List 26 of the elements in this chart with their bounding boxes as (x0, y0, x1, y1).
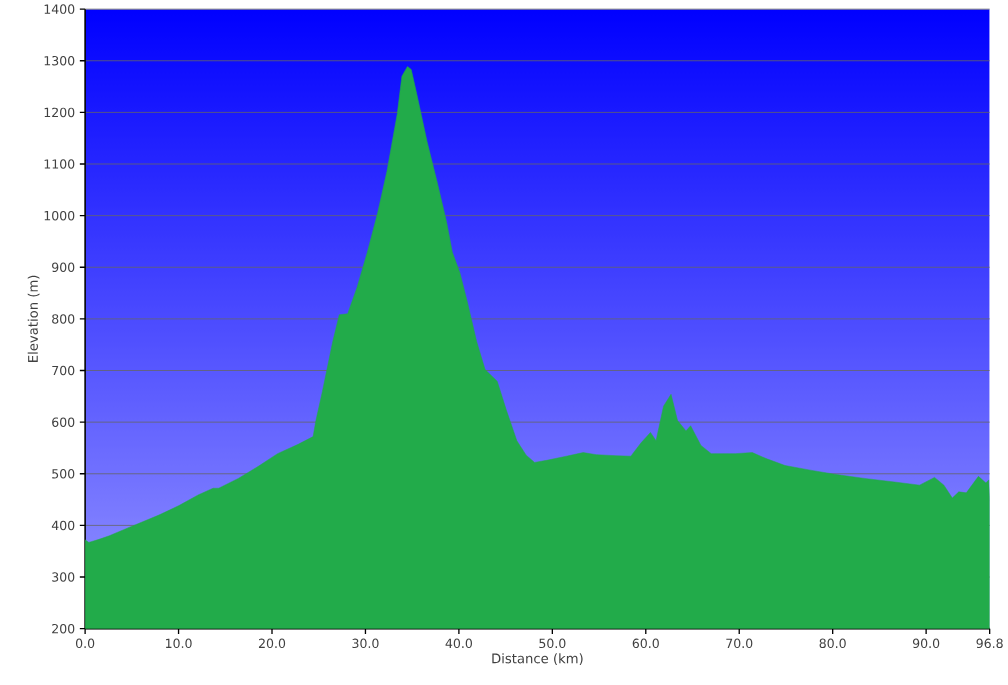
y-tick-label: 1200 (44, 107, 75, 118)
x-tick-label: 80.0 (819, 638, 846, 649)
y-tick-label: 1300 (44, 55, 75, 66)
x-tick-label: 96.8 (976, 638, 1003, 649)
y-tick-label: 1000 (44, 210, 75, 221)
y-tick-label: 500 (52, 468, 75, 479)
y-tick-label: 800 (52, 314, 75, 324)
y-tick-label: 1100 (44, 159, 75, 169)
x-tick-label: 30.0 (352, 638, 379, 649)
y-tick-label: 300 (52, 572, 75, 582)
x-tick-label: 10.0 (165, 638, 192, 649)
y-tick-label: 200 (52, 623, 75, 634)
x-tick-label: 40.0 (445, 638, 473, 649)
y-tick-label: 600 (52, 417, 75, 427)
y-tick-label: 700 (52, 365, 75, 376)
x-tick-label: 70.0 (726, 638, 753, 649)
x-tick-label: 60.0 (632, 638, 659, 649)
x-tick-label: 90.0 (912, 638, 940, 649)
x-axis-title: Distance (km) (492, 653, 583, 665)
y-tick-label: 900 (52, 262, 75, 272)
x-tick-label: 20.0 (258, 638, 286, 649)
y-tick-label: 1400 (44, 4, 75, 14)
y-tick-label: 400 (51, 520, 75, 531)
x-tick-label: 50.0 (539, 638, 566, 649)
x-tick-label: 0.0 (75, 638, 95, 649)
y-axis-title: Elevation (m) (27, 275, 40, 362)
